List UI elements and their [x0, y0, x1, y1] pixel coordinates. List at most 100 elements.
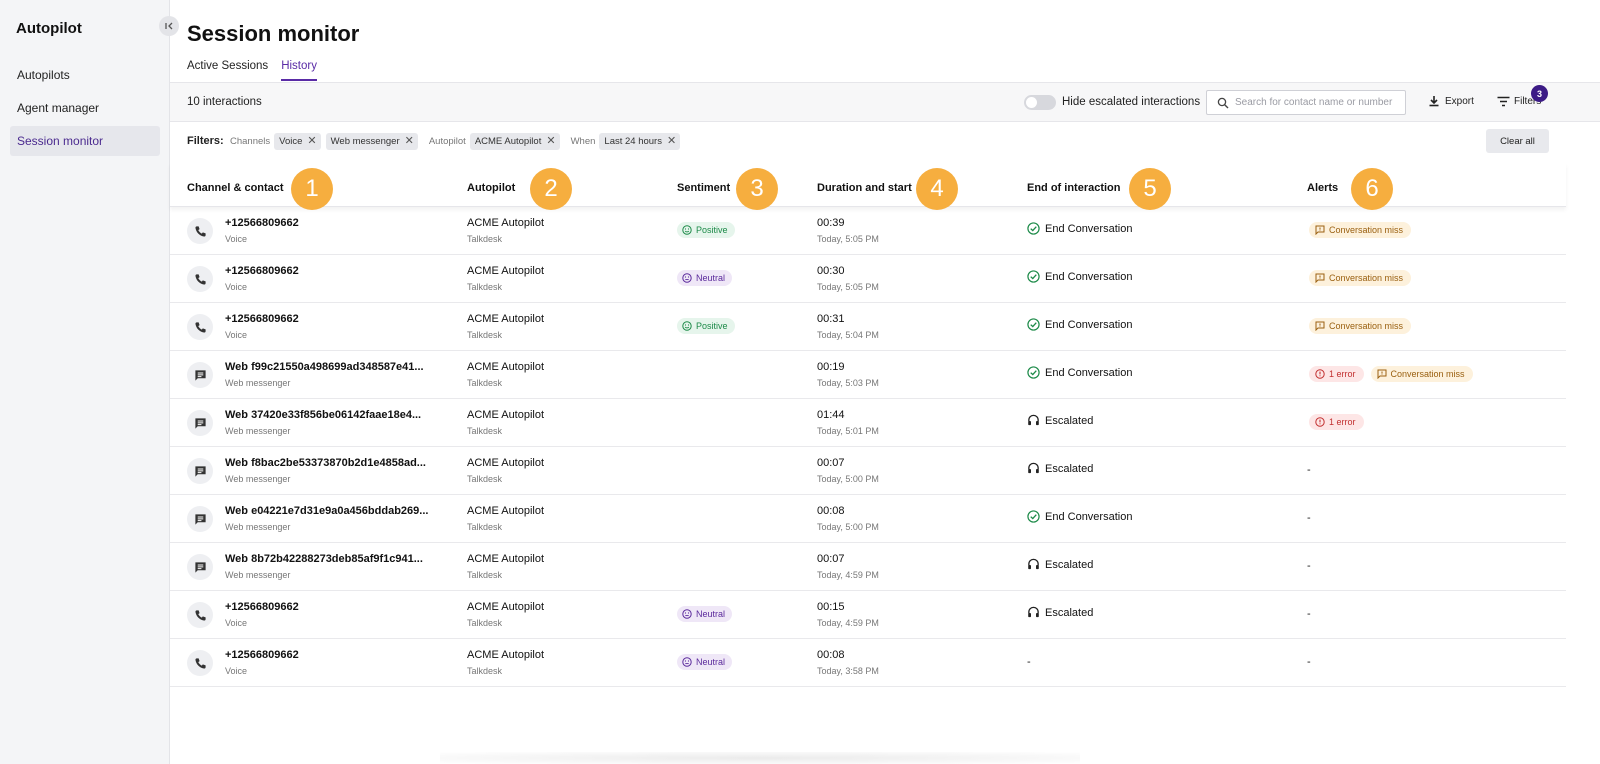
table-row[interactable]: +12566809662 Voice ACME Autopilot Talkdesk N… [170, 639, 1566, 687]
collapse-icon [165, 22, 173, 30]
autopilot-provider: Talkdesk [467, 378, 503, 388]
export-label: Export [1445, 95, 1474, 107]
filter-group-channels: Channels Voice ✕ Web messenger ✕ [230, 133, 423, 150]
column-header-end-of-interaction[interactable]: End of interaction [1027, 182, 1121, 194]
column-header-duration-start[interactable]: Duration and start [817, 182, 912, 194]
toolbar: 10 interactions Hide escalated interacti… [170, 82, 1600, 122]
table-row[interactable]: Web f99c21550a498699ad348587e41... Web me… [170, 351, 1566, 399]
chat-icon [187, 410, 213, 436]
start-time: Today, 5:00 PM [817, 522, 879, 532]
tab-history[interactable]: History [281, 60, 317, 81]
clear-all-button[interactable]: Clear all [1486, 129, 1549, 153]
table-row[interactable]: Web f8bac2be53373870b2d1e4858ad... Web me… [170, 447, 1566, 495]
filters-label: Filters [1514, 96, 1542, 107]
alerts: Conversation miss [1309, 270, 1412, 286]
filter-chip-web-messenger: Web messenger ✕ [325, 133, 418, 150]
channel-label: Voice [225, 618, 248, 628]
end-label: Escalated [1045, 558, 1094, 571]
close-icon[interactable]: ✕ [307, 135, 317, 147]
filters-button[interactable]: Filters [1497, 96, 1541, 107]
channel-label: Web messenger [225, 378, 291, 388]
sentiment-badge: Neutral [677, 606, 733, 622]
start-time: Today, 5:01 PM [817, 426, 879, 436]
table-row[interactable]: +12566809662 Voice ACME Autopilot Talkdesk P… [170, 207, 1566, 255]
alert-label: 1 error [1329, 369, 1356, 379]
contact-name: Web f8bac2be53373870b2d1e4858ad... [225, 457, 426, 469]
table-row[interactable]: +12566809662 Voice ACME Autopilot Talkdesk N… [170, 591, 1566, 639]
close-icon[interactable]: ✕ [404, 135, 414, 147]
end-of-interaction: Escalated [1027, 414, 1093, 427]
phone-icon [187, 266, 213, 292]
end-of-interaction: End Conversation [1027, 270, 1132, 283]
chip-label: ACME Autopilot [474, 136, 542, 147]
contact-name: Web 37420e33f856be06142faae18e4... [225, 409, 422, 421]
error-alert-badge[interactable]: 1 error [1309, 366, 1364, 382]
table-header: Channel & contact 1 Autopilot 2 Sentimen… [170, 163, 1566, 210]
search-box [1206, 90, 1406, 115]
conversation-miss-badge[interactable]: Conversation miss [1370, 366, 1473, 382]
filter-icon [1497, 96, 1510, 107]
table-row[interactable]: +12566809662 Voice ACME Autopilot Talkdesk N… [170, 255, 1566, 303]
sidebar-item-session-monitor[interactable]: Session monitor [10, 126, 160, 156]
duration: 00:30 [817, 265, 845, 277]
channel-label: Web messenger [225, 522, 291, 532]
sidebar-item-autopilots[interactable]: Autopilots [17, 68, 70, 82]
hide-escalated-toggle[interactable] [1024, 95, 1056, 110]
start-time: Today, 5:05 PM [817, 282, 879, 292]
error-alert-badge[interactable]: 1 error [1309, 414, 1364, 430]
duration: 01:44 [817, 409, 845, 421]
filter-chips: Channels Voice ✕ Web messenger ✕ Autopilot… [230, 133, 691, 150]
check-circle-icon [1027, 510, 1045, 523]
autopilot-provider: Talkdesk [467, 570, 503, 580]
sidebar-nav: Autopilots Agent manager Session monitor [10, 60, 160, 159]
table-row[interactable]: +12566809662 Voice ACME Autopilot Talkdesk P… [170, 303, 1566, 351]
duration: 00:31 [817, 313, 845, 325]
sentiment-label: Neutral [696, 609, 726, 619]
channel-label: Web messenger [225, 474, 291, 484]
page-title: Session monitor [187, 21, 360, 46]
alerts-empty: - [1307, 464, 1311, 476]
column-header-sentiment[interactable]: Sentiment [677, 182, 731, 194]
column-header-autopilot[interactable]: Autopilot [467, 182, 516, 194]
chat-icon [187, 362, 213, 388]
filter-group-autopilot: Autopilot ACME Autopilot ✕ [429, 133, 565, 150]
search-icon [1217, 97, 1229, 108]
end-empty: - [1027, 656, 1031, 668]
filters-heading: Filters: [187, 135, 224, 147]
start-time: Today, 4:59 PM [817, 618, 879, 628]
table-row[interactable]: Web e04221e7d31e9a0a456bddab269... Web me… [170, 495, 1566, 543]
close-icon[interactable]: ✕ [666, 135, 677, 147]
message-alert-icon [1315, 225, 1329, 235]
tab-active-sessions[interactable]: Active Sessions [187, 60, 269, 72]
sidebar-item-agent-manager[interactable]: Agent manager [17, 101, 100, 115]
conversation-miss-badge[interactable]: Conversation miss [1309, 222, 1412, 238]
sentiment-label: Positive [696, 225, 728, 235]
chip-label: Last 24 hours [604, 136, 662, 147]
column-header-channel-contact[interactable]: Channel & contact [187, 182, 284, 194]
table-row[interactable]: Web 8b72b42288273deb85af9f1c941... Web me… [170, 543, 1566, 591]
chip-label: Web messenger [330, 136, 400, 147]
channel-label: Voice [225, 282, 248, 292]
contact-name: +12566809662 [225, 601, 299, 613]
autopilot-name: ACME Autopilot [467, 409, 545, 421]
collapse-sidebar-button[interactable] [159, 16, 179, 36]
export-button[interactable]: Export [1428, 95, 1474, 107]
sentiment-badge: Neutral [677, 654, 733, 670]
close-icon[interactable]: ✕ [546, 135, 556, 147]
chat-icon [187, 554, 213, 580]
contact-name: Web 8b72b42288273deb85af9f1c941... [225, 553, 423, 565]
duration: 00:07 [817, 457, 845, 469]
error-icon [1315, 417, 1329, 427]
duration: 00:08 [817, 505, 845, 517]
conversation-miss-badge[interactable]: Conversation miss [1309, 270, 1412, 286]
table-row[interactable]: Web 37420e33f856be06142faae18e4... Web me… [170, 399, 1566, 447]
autopilot-name: ACME Autopilot [467, 217, 545, 229]
alerts: 1 error [1309, 414, 1364, 430]
conversation-miss-badge[interactable]: Conversation miss [1309, 318, 1412, 334]
autopilot-name: ACME Autopilot [467, 457, 545, 469]
search-input[interactable] [1235, 97, 1395, 108]
end-of-interaction: End Conversation [1027, 222, 1132, 235]
column-header-alerts[interactable]: Alerts [1307, 182, 1339, 194]
filter-category: Channels [230, 136, 271, 147]
